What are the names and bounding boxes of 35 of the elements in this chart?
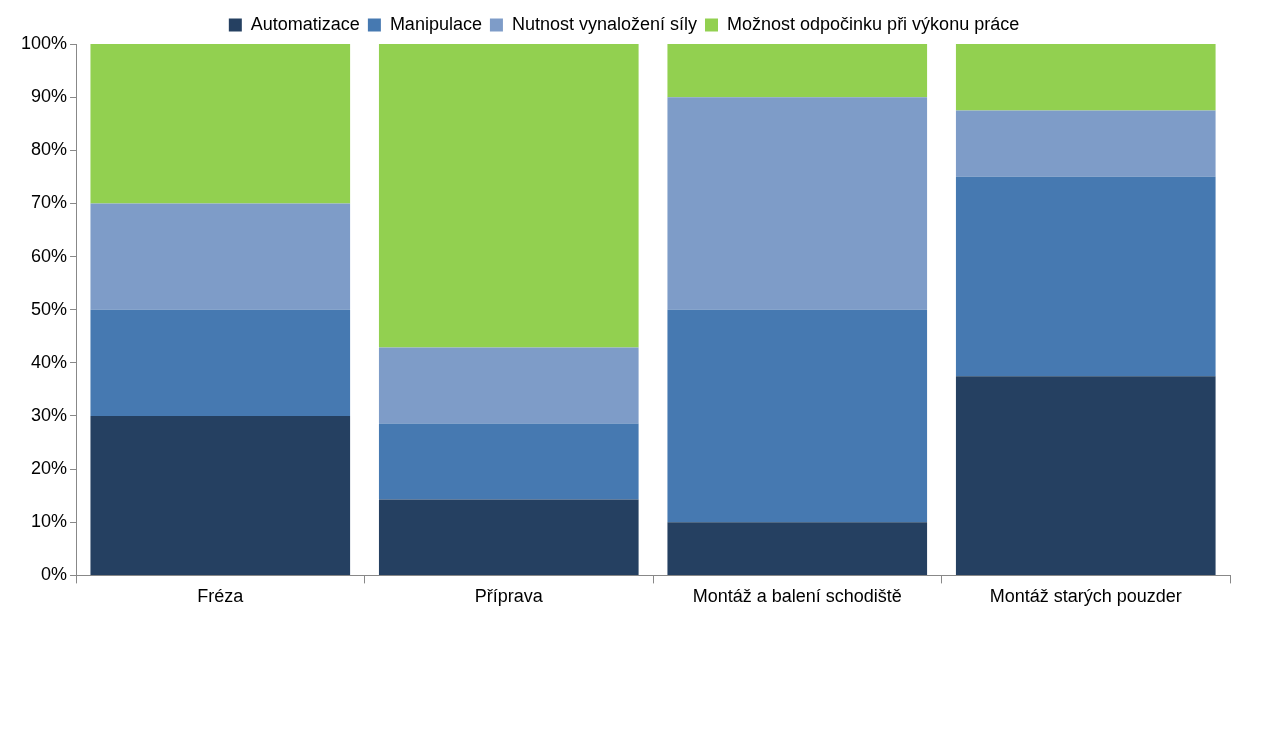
y-tick-label: 40% [31, 351, 68, 372]
bar [955, 176, 1216, 377]
bar [378, 423, 639, 500]
y-tick-label: 0% [41, 564, 68, 585]
y-tick-label: 30% [31, 404, 68, 425]
bar [667, 522, 928, 575]
y-tick-label: 10% [31, 511, 68, 532]
bar [667, 309, 928, 523]
x-tick-label: Příprava [474, 586, 544, 607]
y-tick-label: 20% [31, 458, 68, 479]
bar [955, 110, 1216, 177]
legend-label: Manipulace [389, 13, 482, 34]
legend-label: Nutnost vynaložení síly [511, 13, 698, 34]
y-tick-label: 80% [31, 139, 68, 160]
bar [90, 203, 351, 310]
y-tick-label: 60% [31, 245, 68, 266]
legend-label: Možnost odpočinku při výkonu práce [727, 13, 1020, 34]
x-tick-label: Montáž a balení schodiště [692, 586, 902, 607]
bar [667, 44, 928, 98]
y-tick-label: 50% [31, 298, 68, 319]
bar [90, 44, 351, 204]
bar [667, 97, 928, 310]
bar [378, 499, 639, 575]
bar [378, 44, 639, 348]
x-tick-label: Fréza [197, 586, 245, 607]
bar [90, 309, 351, 416]
bar [90, 415, 351, 575]
y-tick-label: 90% [31, 86, 68, 107]
legend-label: Automatizace [250, 13, 360, 34]
bar [955, 376, 1216, 575]
bar [378, 347, 639, 424]
x-tick-label: Montáž starých pouzder [989, 586, 1182, 607]
y-tick-label: 70% [31, 192, 68, 213]
bar [955, 44, 1216, 111]
y-tick-label: 100% [20, 32, 68, 53]
